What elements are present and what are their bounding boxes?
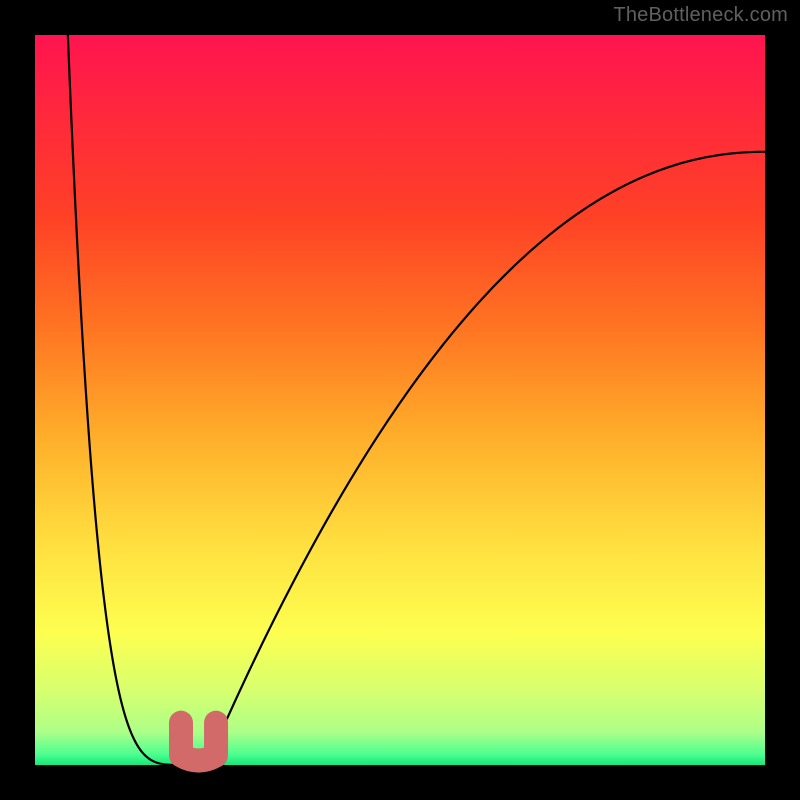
bottleneck-chart — [0, 0, 800, 800]
source-label: TheBottleneck.com — [613, 4, 788, 27]
chart-stage: TheBottleneck.com — [0, 0, 800, 800]
chart-background — [35, 35, 765, 765]
